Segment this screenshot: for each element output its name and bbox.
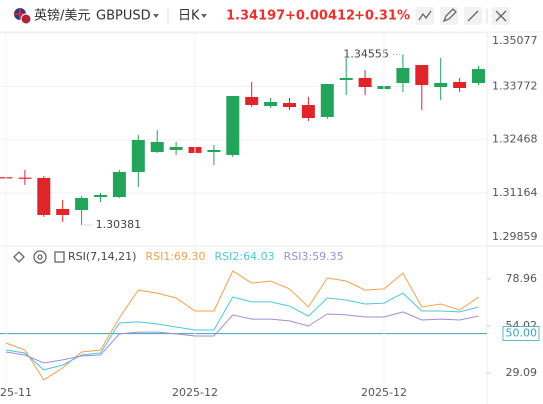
candle-body [18,177,32,179]
high-label: 1.34555 [343,47,389,60]
settings-icon[interactable] [33,250,47,264]
price: 1.34197 [226,9,285,24]
candle-body [301,105,315,119]
candle-body [169,146,183,150]
y-tick-label: 1.32468 [492,133,538,146]
change-percent: +0.31% [354,9,410,24]
x-tick-label: 25-11 [0,386,32,399]
draw-icon [442,8,457,23]
legend-entry: RSI3:59.35 [284,250,344,263]
rsi-line [5,311,479,364]
flag-icon [14,8,32,25]
candle-body [112,171,126,197]
candle-body [56,208,70,215]
collapse-icon[interactable] [13,251,25,263]
y-tick-label: 1.29859 [492,230,538,243]
draw-button[interactable] [440,7,458,25]
indicator-icon[interactable] [54,251,65,263]
candle-body [320,84,334,117]
change: +0.00412 [285,9,355,24]
y-tick-label: 1.35077 [492,34,538,47]
rsi-line [5,270,479,381]
candle-body [283,103,296,108]
candle-body [358,78,372,87]
symbol[interactable]: GBPUSD [96,9,151,24]
y-tick-label: 78.96 [506,272,538,285]
hide-icon [467,10,479,22]
candle-body [150,141,164,152]
candle-body [226,95,240,155]
candle-body [37,177,51,215]
indicator-title: RSI(7,14,21) [68,250,136,263]
candle-body [207,149,221,152]
fullscreen-icon [495,10,507,22]
period[interactable]: 日K [178,9,200,24]
candle-body [94,194,107,197]
dropdown-arrow[interactable] [153,14,159,18]
candle-body [396,67,410,83]
candle-body [472,69,485,83]
candle-body [434,82,448,87]
y-tick-label: 1.33772 [492,79,538,92]
x-tick-label: 2025-12 [361,386,407,399]
y-tick-label: 1.31164 [492,186,538,199]
low-label: 1.30381 [96,218,142,231]
candle-body [339,78,353,81]
reference-label-box [502,326,540,341]
reference-label: 50.00 [506,327,538,340]
y-tick-label: 29.09 [506,366,538,379]
x-tick-label: 2025-12 [172,386,218,399]
legend-entry: RSI1:69.30 [145,250,205,263]
symbol-name[interactable]: 英镑/美元 [34,8,90,24]
rsi-line [5,292,479,371]
candle-body [75,197,89,210]
candle-body [453,82,467,89]
candle-body [415,65,429,85]
toolbar [416,7,510,25]
candle-body [131,139,145,172]
indicator-icon [418,10,432,21]
legend-entry: RSI2:64.03 [215,250,275,263]
candle-body [264,101,278,106]
rsi-controls [13,250,65,264]
dropdown-arrow[interactable] [201,14,207,18]
candle-body [245,97,259,106]
